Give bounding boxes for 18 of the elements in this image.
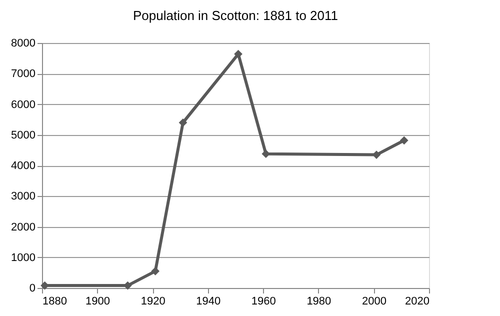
- chart-title: Population in Scotton: 1881 to 2011: [132, 8, 338, 23]
- y-tick-label: 1000: [11, 252, 36, 264]
- x-tick-label: 1940: [196, 296, 221, 308]
- x-tick-label: 1980: [306, 296, 332, 308]
- y-tick-label: 7000: [11, 68, 36, 80]
- x-tick-label: 1900: [86, 296, 110, 308]
- y-tick-label: 2000: [11, 221, 36, 234]
- y-tick-label: 4000: [11, 160, 36, 172]
- y-tick-label: 8000: [11, 38, 36, 50]
- x-tick-label: 1960: [251, 296, 276, 308]
- y-tick-label: 6000: [11, 98, 36, 111]
- y-tick-label: 0: [29, 282, 36, 294]
- x-tick-label: 2020: [405, 296, 430, 308]
- y-tick-label: 3000: [11, 190, 36, 203]
- y-tick-label: 5000: [11, 129, 36, 142]
- x-tick-label: 1920: [140, 296, 166, 308]
- x-tick-label: 1880: [42, 296, 67, 308]
- x-tick-label: 2000: [362, 296, 386, 308]
